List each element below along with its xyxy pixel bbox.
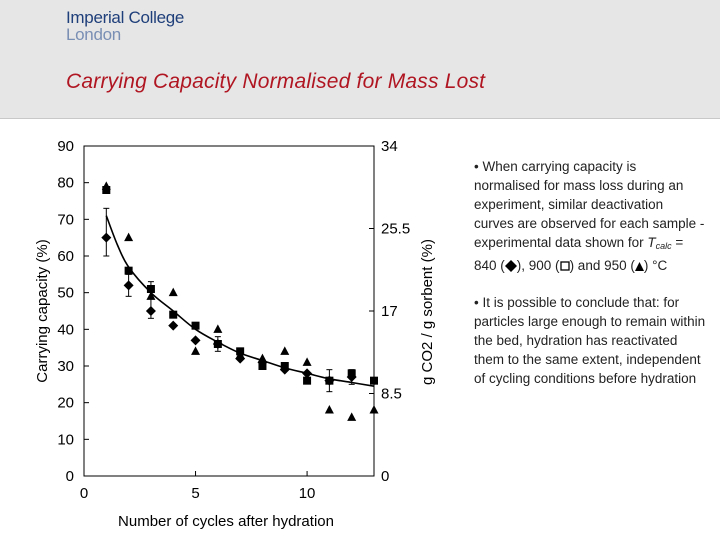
triangle-point-13 — [369, 405, 379, 414]
chart-axes: 0 10 20 30 40 50 60 70 80 90 0 5 10 34 25.5 17 8.5 0 — [57, 138, 410, 502]
y-tick-label-40: 40 — [57, 321, 74, 338]
y-tick-label-60: 60 — [57, 248, 74, 265]
square-point-2 — [124, 266, 133, 275]
y-tick-label-70: 70 — [57, 211, 74, 228]
triangle-point-2 — [124, 232, 134, 242]
x-tick-label-10: 10 — [299, 485, 316, 502]
triangle-point-3 — [146, 291, 156, 300]
square-point-5 — [191, 321, 200, 330]
temp-unit-text: ) °C — [643, 258, 668, 273]
square-point-10 — [303, 376, 312, 385]
diamond-point-4 — [168, 320, 179, 331]
triangle-point-12 — [347, 412, 357, 421]
y-tick-label-50: 50 — [57, 285, 74, 302]
temp-900-text: ), 900 ( — [516, 258, 560, 273]
triangle-marker-icon — [634, 261, 644, 271]
slide-title: Carrying Capacity Normalised for Mass Lo… — [66, 70, 486, 93]
bullet-2: • It is possible to conclude that: for p… — [474, 295, 706, 386]
diamond-point-10 — [302, 368, 313, 379]
logo-line2: London — [66, 25, 121, 44]
temp-840-text: = 840 ( — [474, 235, 684, 273]
slide-header: Imperial College London Carrying Capacit… — [0, 0, 720, 119]
triangle-point-4 — [168, 287, 178, 297]
y-axis-label: Carrying capacity (%) — [34, 239, 51, 382]
bullet-1-intro: • When carrying capacity is normalised f… — [474, 159, 705, 250]
carrying-capacity-chart: 0 10 20 30 40 50 60 70 80 90 0 5 10 34 25.5 17 8.5 0 Numb… — [34, 138, 436, 530]
logo-line1: Imperial College — [66, 8, 185, 27]
square-point-13 — [370, 376, 378, 385]
chart-marks — [101, 181, 379, 421]
triangle-point-11 — [324, 405, 334, 414]
temp-950-text: ) and 950 ( — [569, 258, 635, 273]
t-calc-subscript: calc — [655, 241, 672, 251]
open-square-marker-icon — [559, 261, 570, 272]
triangle-point-1 — [101, 181, 111, 190]
imperial-college-logo: Imperial College London — [66, 9, 184, 43]
y-tick-label-80: 80 — [57, 175, 74, 192]
y-tick-label-0: 0 — [66, 468, 74, 485]
explanation-notes: • When carrying capacity is normalised f… — [474, 157, 706, 406]
square-point-6 — [213, 340, 222, 348]
square-point-11 — [325, 376, 334, 385]
y-tick-label-30: 30 — [57, 358, 74, 375]
y2-axis-label: g CO2 / g sorbent (%) — [419, 239, 436, 385]
diamond-point-1 — [101, 232, 112, 243]
diamond-point-3 — [145, 306, 156, 316]
square-point-12 — [347, 369, 356, 378]
diamond-point-5 — [190, 335, 201, 346]
triangle-point-10 — [302, 357, 312, 366]
plot-frame — [83, 145, 375, 477]
y-tick-label-10: 10 — [57, 431, 74, 448]
triangle-point-7 — [235, 350, 245, 359]
x-tick-label-5: 5 — [191, 485, 199, 502]
y2-tick-label-2: 17 — [381, 303, 398, 320]
square-point-4 — [169, 310, 178, 319]
triangle-point-8 — [257, 353, 267, 363]
square-point-8 — [258, 362, 267, 370]
square-point-1 — [102, 186, 111, 194]
y2-tick-label-4: 0 — [381, 468, 389, 485]
diamond-marker-icon — [504, 260, 517, 273]
x-tick-label-0: 0 — [80, 485, 88, 502]
y2-tick-label-3: 8.5 — [381, 386, 402, 403]
chart-labels: Number of cycles after hydration Carryin… — [34, 239, 436, 530]
t-calc-symbol: T — [647, 235, 656, 250]
triangle-point-9 — [280, 346, 290, 355]
y-tick-label-20: 20 — [57, 395, 74, 412]
square-point-3 — [146, 285, 155, 293]
triangle-point-5 — [191, 346, 201, 355]
y2-tick-label-0: 34 — [381, 138, 398, 155]
x-axis-label: Number of cycles after hydration — [118, 513, 334, 530]
y-tick-label-90: 90 — [57, 138, 74, 155]
diamond-point-2 — [123, 280, 134, 291]
y2-tick-label-1: 25.5 — [381, 221, 410, 238]
square-point-9 — [280, 362, 289, 370]
bullet-1: • When carrying capacity is normalised f… — [474, 157, 706, 275]
triangle-point-6 — [213, 324, 223, 333]
